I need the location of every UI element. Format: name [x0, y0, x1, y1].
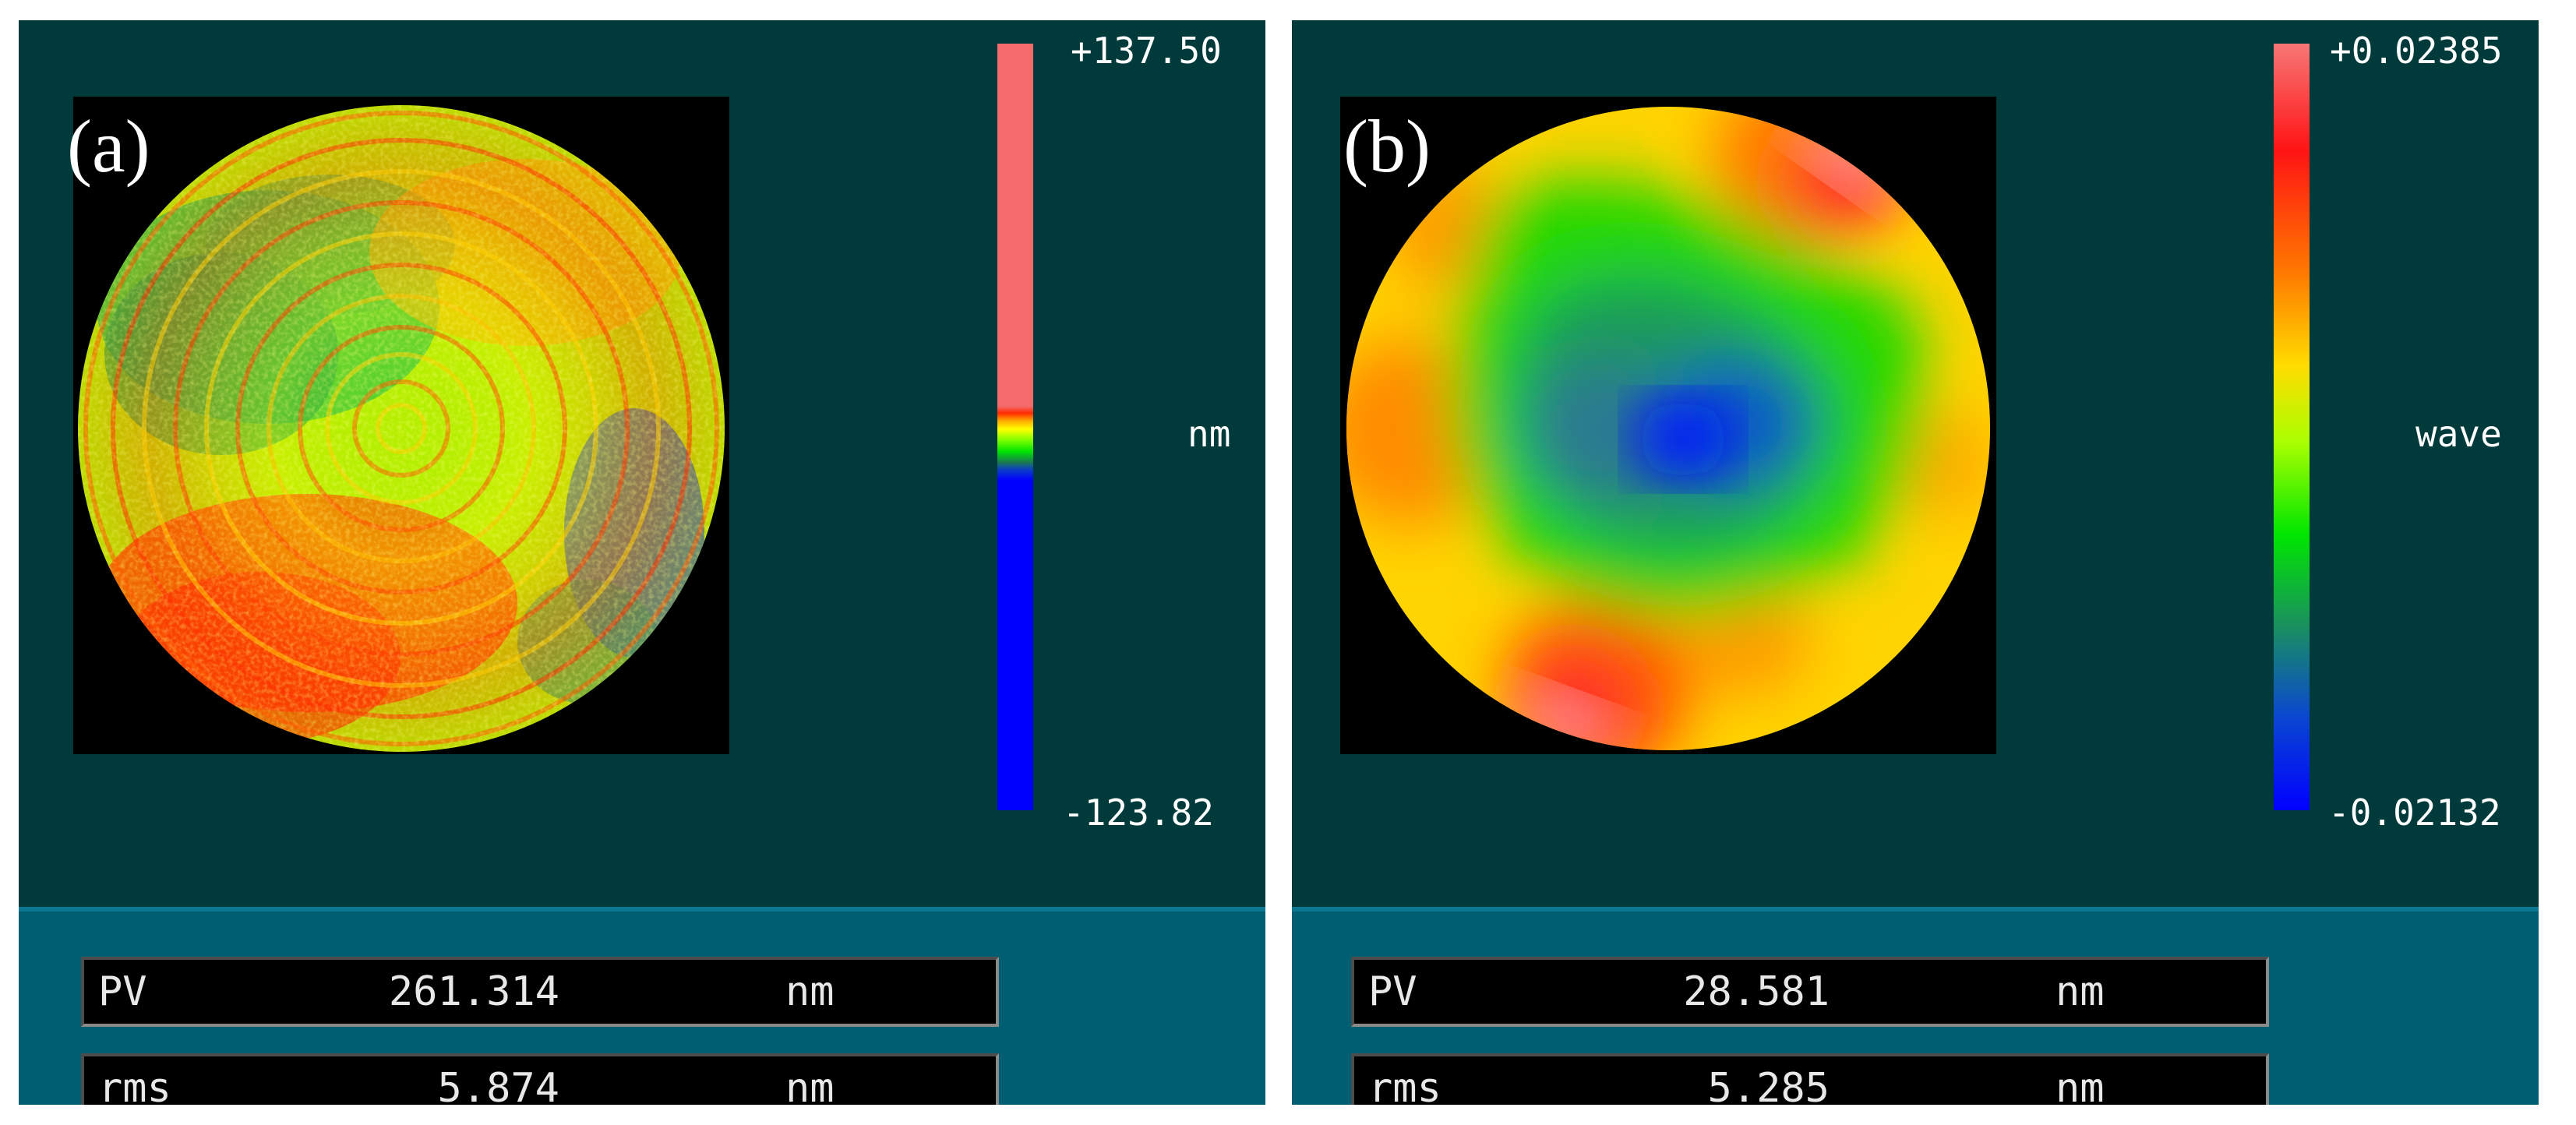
pv-readout-a: PV 261.314 nm [81, 957, 999, 1027]
panel-b: (b) +0.02385 wave -0.02132 PV 28.581 nm … [1292, 20, 2539, 1105]
surface-map-b [1340, 97, 1996, 754]
scale-b-max: +0.02385 [2330, 30, 2503, 72]
rms-readout-b: rms 5.285 nm [1351, 1053, 2269, 1105]
pv-unit: nm [2056, 968, 2105, 1015]
scale-a-min: -123.82 [1063, 792, 1214, 834]
pv-value: 261.314 [388, 968, 559, 1015]
rms-readout-a: rms 5.874 nm [81, 1053, 999, 1105]
colorbar-a [997, 44, 1033, 810]
pv-unit: nm [785, 968, 835, 1015]
rms-label: rms [98, 1065, 171, 1105]
surface-map-a [73, 97, 729, 754]
pv-readout-b: PV 28.581 nm [1351, 957, 2269, 1027]
rms-label: rms [1368, 1065, 1442, 1105]
panel-a-label: (a) [67, 104, 150, 188]
surface-map-b-image [1346, 107, 1990, 750]
scale-b-min: -0.02132 [2328, 792, 2501, 834]
rms-value: 5.874 [437, 1065, 559, 1105]
scale-a-max: +137.50 [1071, 30, 1222, 72]
pv-label: PV [98, 968, 147, 1015]
readout-bar-b: PV 28.581 nm rms 5.285 nm [1292, 907, 2539, 1105]
panel-b-label: (b) [1343, 104, 1431, 188]
rms-unit: nm [785, 1065, 835, 1105]
surface-map-a-image [78, 105, 725, 752]
scale-b-unit: wave [2415, 413, 2502, 455]
rms-unit: nm [2056, 1065, 2105, 1105]
scale-a-unit: nm [1187, 413, 1231, 455]
panel-a: (a) +137.50 nm -123.82 PV 261.314 nm rms… [19, 20, 1265, 1105]
colorbar-b [2274, 44, 2310, 810]
rms-value: 5.285 [1707, 1065, 1830, 1105]
pv-value: 28.581 [1683, 968, 1830, 1015]
readout-bar-a: PV 261.314 nm rms 5.874 nm [19, 907, 1265, 1105]
pv-label: PV [1368, 968, 1417, 1015]
